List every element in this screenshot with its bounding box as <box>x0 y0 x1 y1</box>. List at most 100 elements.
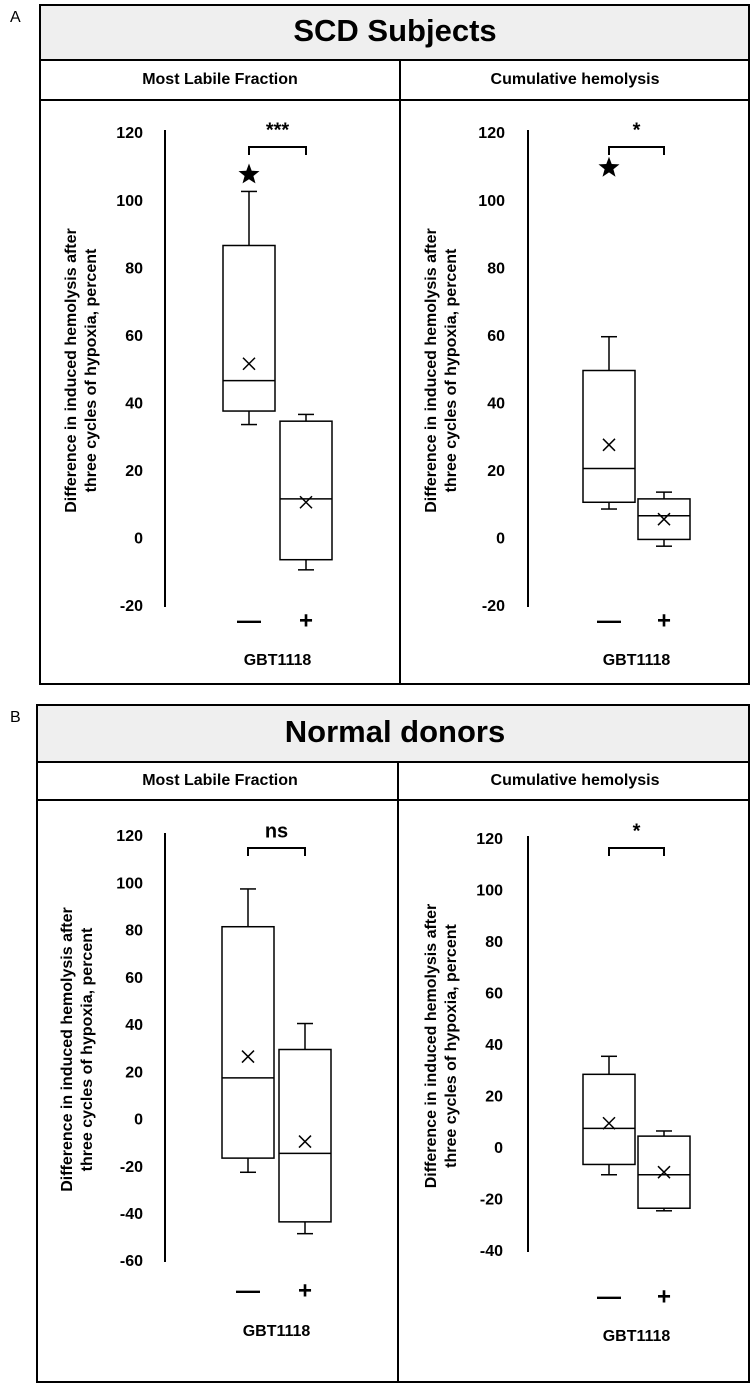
y-tick-label: 20 <box>125 463 143 480</box>
y-tick-label: 20 <box>487 463 505 480</box>
panel-label: A <box>10 9 21 26</box>
y-tick-label: 0 <box>496 531 505 548</box>
y-tick-label: 60 <box>485 986 503 1003</box>
y-tick-label: 60 <box>487 328 505 345</box>
box-plot <box>221 888 275 1174</box>
box-plot <box>637 1130 691 1212</box>
y-axis-label: three cycles of hypoxia, percent <box>79 927 96 1171</box>
panel-title: SCD Subjects <box>293 13 496 48</box>
x-tick-label: + <box>657 1283 671 1310</box>
y-tick-label: -20 <box>480 1192 503 1209</box>
box-plot <box>582 1055 636 1176</box>
mean-marker <box>657 1165 671 1179</box>
box <box>221 925 275 1159</box>
panel-frame <box>36 704 750 1383</box>
y-axis-label: Difference in induced hemolysis after <box>423 228 440 513</box>
y-tick-label: 20 <box>485 1089 503 1106</box>
significance-label: * <box>633 119 641 141</box>
y-tick-label: 80 <box>485 934 503 951</box>
y-tick-label: 100 <box>116 875 143 892</box>
x-axis-label: GBT1118 <box>243 1323 311 1340</box>
significance-label: *** <box>266 119 290 141</box>
x-tick-label: + <box>298 1277 312 1304</box>
y-axis-label: three cycles of hypoxia, percent <box>443 924 460 1168</box>
y-axis-label: three cycles of hypoxia, percent <box>83 248 100 492</box>
significance-bracket <box>608 146 665 155</box>
panel-header <box>41 6 748 60</box>
box <box>582 369 636 504</box>
panel-title: Normal donors <box>285 714 505 749</box>
x-tick-label: — <box>237 607 261 634</box>
y-tick-label: -40 <box>480 1243 503 1260</box>
chart-title: Most Labile Fraction <box>142 772 298 789</box>
y-tick-label: 80 <box>125 923 143 940</box>
y-axis-label: Difference in induced hemolysis after <box>63 228 80 513</box>
y-tick-label: -60 <box>120 1253 143 1270</box>
y-tick-label: 60 <box>125 970 143 987</box>
y-tick-label: 120 <box>476 831 503 848</box>
mean-marker <box>299 495 313 509</box>
box <box>222 244 276 412</box>
x-tick-label: — <box>236 1277 260 1304</box>
chart-title: Cumulative hemolysis <box>491 772 660 789</box>
y-tick-label: 80 <box>487 260 505 277</box>
y-tick-label: 0 <box>494 1140 503 1157</box>
panel-header <box>38 706 748 762</box>
y-tick-label: 20 <box>125 1064 143 1081</box>
x-axis-label: GBT1118 <box>603 1328 671 1345</box>
panel-frame <box>39 4 750 685</box>
x-tick-label: + <box>657 607 671 634</box>
outlier <box>598 156 620 177</box>
y-tick-label: -20 <box>120 1159 143 1176</box>
box-plot <box>279 413 333 571</box>
y-tick-label: 40 <box>485 1037 503 1054</box>
y-tick-label: 0 <box>134 531 143 548</box>
significance-bracket <box>608 847 665 856</box>
y-tick-label: 120 <box>116 125 143 142</box>
x-tick-label: + <box>299 607 313 634</box>
box-plot <box>278 1022 332 1235</box>
outlier <box>238 163 260 184</box>
y-tick-label: 120 <box>478 125 505 142</box>
x-tick-label: — <box>597 607 621 634</box>
chart-title: Cumulative hemolysis <box>491 71 660 88</box>
y-tick-label: 100 <box>476 883 503 900</box>
mean-marker <box>241 1050 255 1064</box>
y-tick-label: 120 <box>116 828 143 845</box>
y-tick-label: 60 <box>125 328 143 345</box>
x-axis-label: GBT1118 <box>244 652 312 669</box>
box-plot <box>637 491 691 547</box>
significance-label: ns <box>265 820 288 842</box>
mean-marker <box>242 357 256 371</box>
box <box>278 1048 332 1223</box>
significance-bracket <box>247 847 306 856</box>
x-axis-label: GBT1118 <box>603 652 671 669</box>
chart-title: Most Labile Fraction <box>142 71 298 88</box>
y-tick-label: 100 <box>478 193 505 210</box>
mean-marker <box>602 438 616 452</box>
y-tick-label: 100 <box>116 193 143 210</box>
y-axis-label: three cycles of hypoxia, percent <box>443 248 460 492</box>
y-tick-label: -20 <box>120 598 143 615</box>
box-plot <box>222 163 276 426</box>
significance-label: * <box>633 820 641 842</box>
mean-marker <box>602 1116 616 1130</box>
y-axis-label: Difference in induced hemolysis after <box>423 904 440 1189</box>
y-axis-label: Difference in induced hemolysis after <box>59 907 76 1192</box>
y-tick-label: 40 <box>487 396 505 413</box>
box <box>582 1073 636 1166</box>
y-tick-label: 40 <box>125 1017 143 1034</box>
box-plot <box>582 156 636 510</box>
mean-marker <box>657 512 671 526</box>
box <box>279 420 333 561</box>
y-tick-label: -20 <box>482 598 505 615</box>
x-tick-label: — <box>597 1283 621 1310</box>
y-tick-label: -40 <box>120 1206 143 1223</box>
y-tick-label: 80 <box>125 260 143 277</box>
significance-bracket <box>248 146 307 155</box>
panel-label: B <box>10 709 21 726</box>
y-tick-label: 0 <box>134 1112 143 1129</box>
mean-marker <box>298 1135 312 1149</box>
y-tick-label: 40 <box>125 396 143 413</box>
